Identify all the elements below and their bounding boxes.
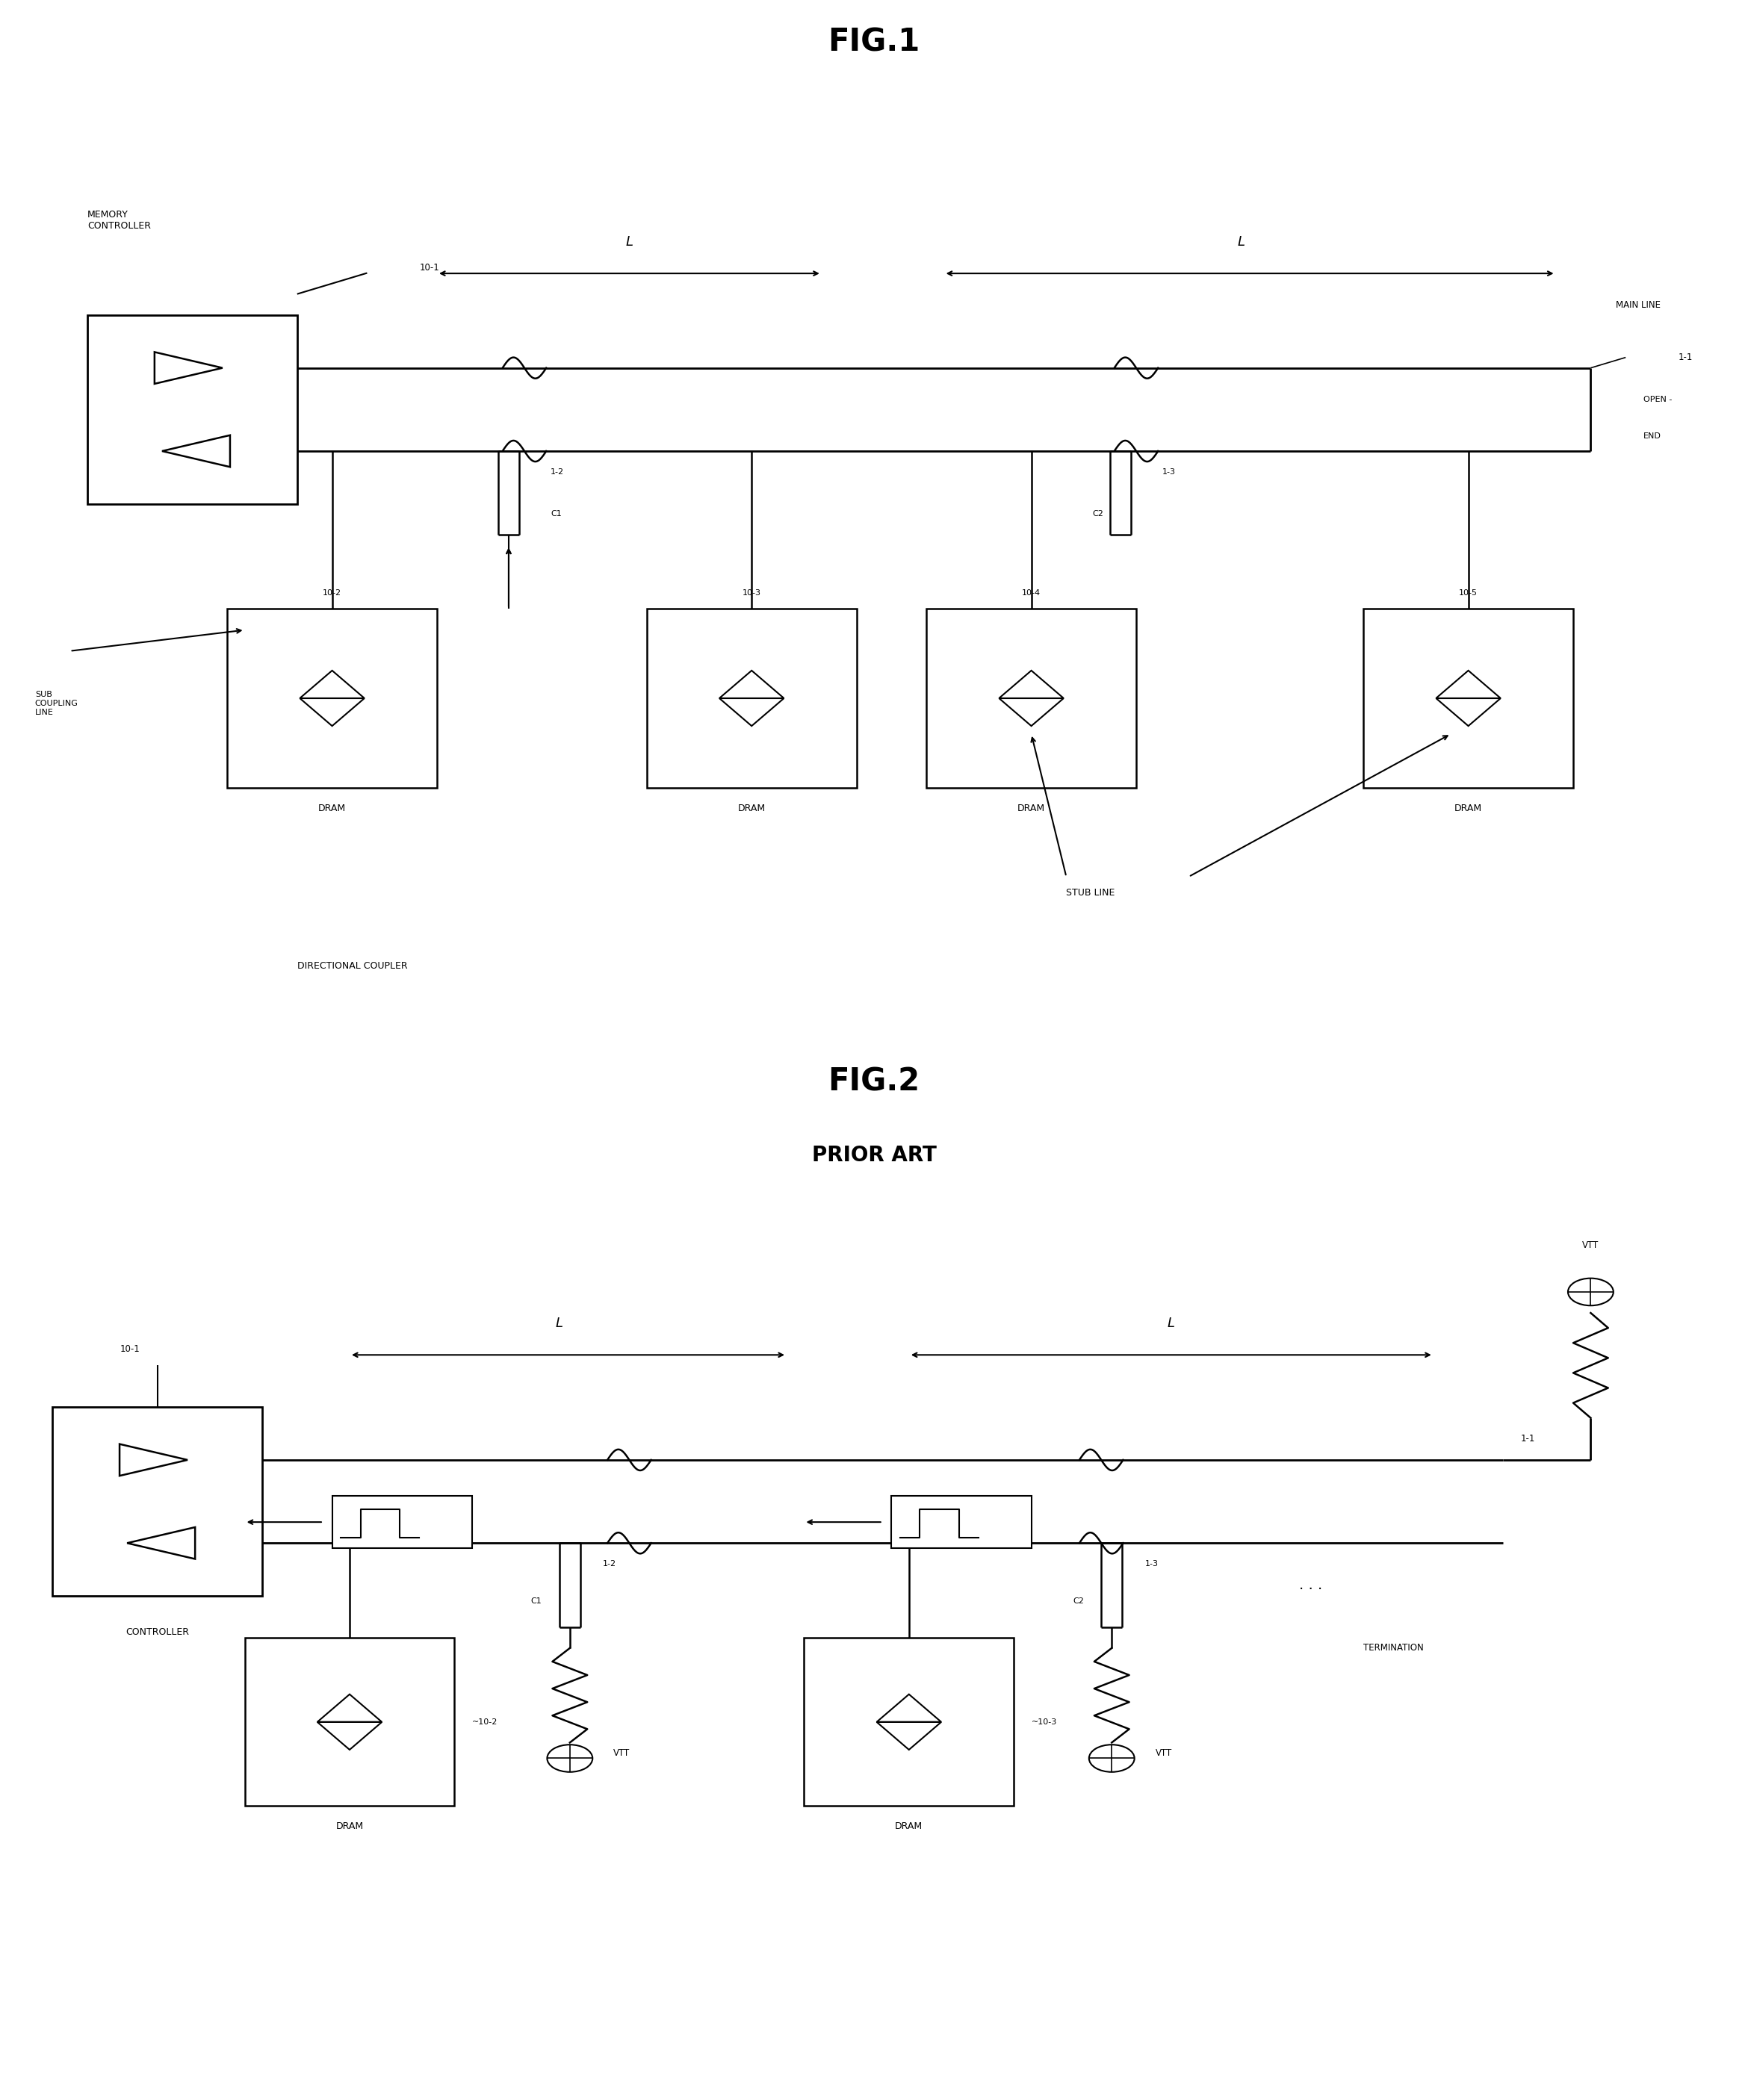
Text: OPEN -: OPEN -: [1643, 395, 1671, 403]
Text: 10-1: 10-1: [420, 262, 439, 273]
Text: C1: C1: [551, 510, 561, 519]
Text: 1-2: 1-2: [551, 468, 565, 477]
Text: C2: C2: [1092, 510, 1103, 519]
Text: STUB LINE: STUB LINE: [1066, 888, 1115, 897]
Bar: [926, 609, 1136, 787]
Text: FIG.2: FIG.2: [829, 1067, 919, 1096]
Text: FIG.1: FIG.1: [829, 27, 919, 57]
Text: 10-1: 10-1: [121, 1344, 140, 1354]
Bar: [804, 1638, 1014, 1806]
Bar: [332, 1495, 472, 1548]
Text: ~10-3: ~10-3: [1031, 1718, 1058, 1726]
Bar: [227, 609, 437, 787]
Text: 1-3: 1-3: [1162, 468, 1176, 477]
Text: DRAM: DRAM: [1017, 802, 1045, 813]
Text: MEMORY
CONTROLLER: MEMORY CONTROLLER: [87, 210, 150, 231]
Text: C1: C1: [531, 1598, 542, 1604]
Text: L: L: [1238, 235, 1245, 248]
Bar: [245, 1638, 454, 1806]
Text: L: L: [1168, 1317, 1175, 1329]
Text: CONTROLLER: CONTROLLER: [126, 1628, 189, 1638]
Text: DRAM: DRAM: [336, 1821, 364, 1831]
Bar: [87, 315, 297, 504]
Text: L: L: [626, 235, 633, 248]
Text: C2: C2: [1073, 1598, 1084, 1604]
Text: 10-3: 10-3: [743, 588, 760, 596]
Text: VTT: VTT: [614, 1747, 631, 1758]
Bar: [647, 609, 857, 787]
Text: L: L: [556, 1317, 563, 1329]
Text: VTT: VTT: [1582, 1241, 1599, 1249]
Bar: [52, 1407, 262, 1596]
Text: VTT: VTT: [1155, 1747, 1173, 1758]
Text: DRAM: DRAM: [895, 1821, 923, 1831]
Bar: [891, 1495, 1031, 1548]
Text: 10-2: 10-2: [323, 588, 341, 596]
Text: DIRECTIONAL COUPLER: DIRECTIONAL COUPLER: [297, 962, 407, 970]
Text: DRAM: DRAM: [318, 802, 346, 813]
Text: 1-1: 1-1: [1521, 1434, 1535, 1445]
Text: PRIOR ART: PRIOR ART: [811, 1144, 937, 1166]
Text: MAIN LINE: MAIN LINE: [1615, 300, 1661, 311]
Text: 10-4: 10-4: [1023, 588, 1040, 596]
Text: TERMINATION: TERMINATION: [1363, 1642, 1425, 1653]
Text: . . .: . . .: [1299, 1577, 1323, 1592]
Bar: [1363, 609, 1573, 787]
Text: ~10-2: ~10-2: [472, 1718, 498, 1726]
Text: 1-3: 1-3: [1145, 1560, 1159, 1569]
Text: 1-1: 1-1: [1678, 353, 1692, 363]
Text: END: END: [1643, 433, 1661, 439]
Text: 1-2: 1-2: [603, 1560, 617, 1569]
Text: DRAM: DRAM: [738, 802, 766, 813]
Text: 10-5: 10-5: [1460, 588, 1477, 596]
Text: DRAM: DRAM: [1454, 802, 1482, 813]
Text: SUB
COUPLING
LINE: SUB COUPLING LINE: [35, 691, 79, 716]
